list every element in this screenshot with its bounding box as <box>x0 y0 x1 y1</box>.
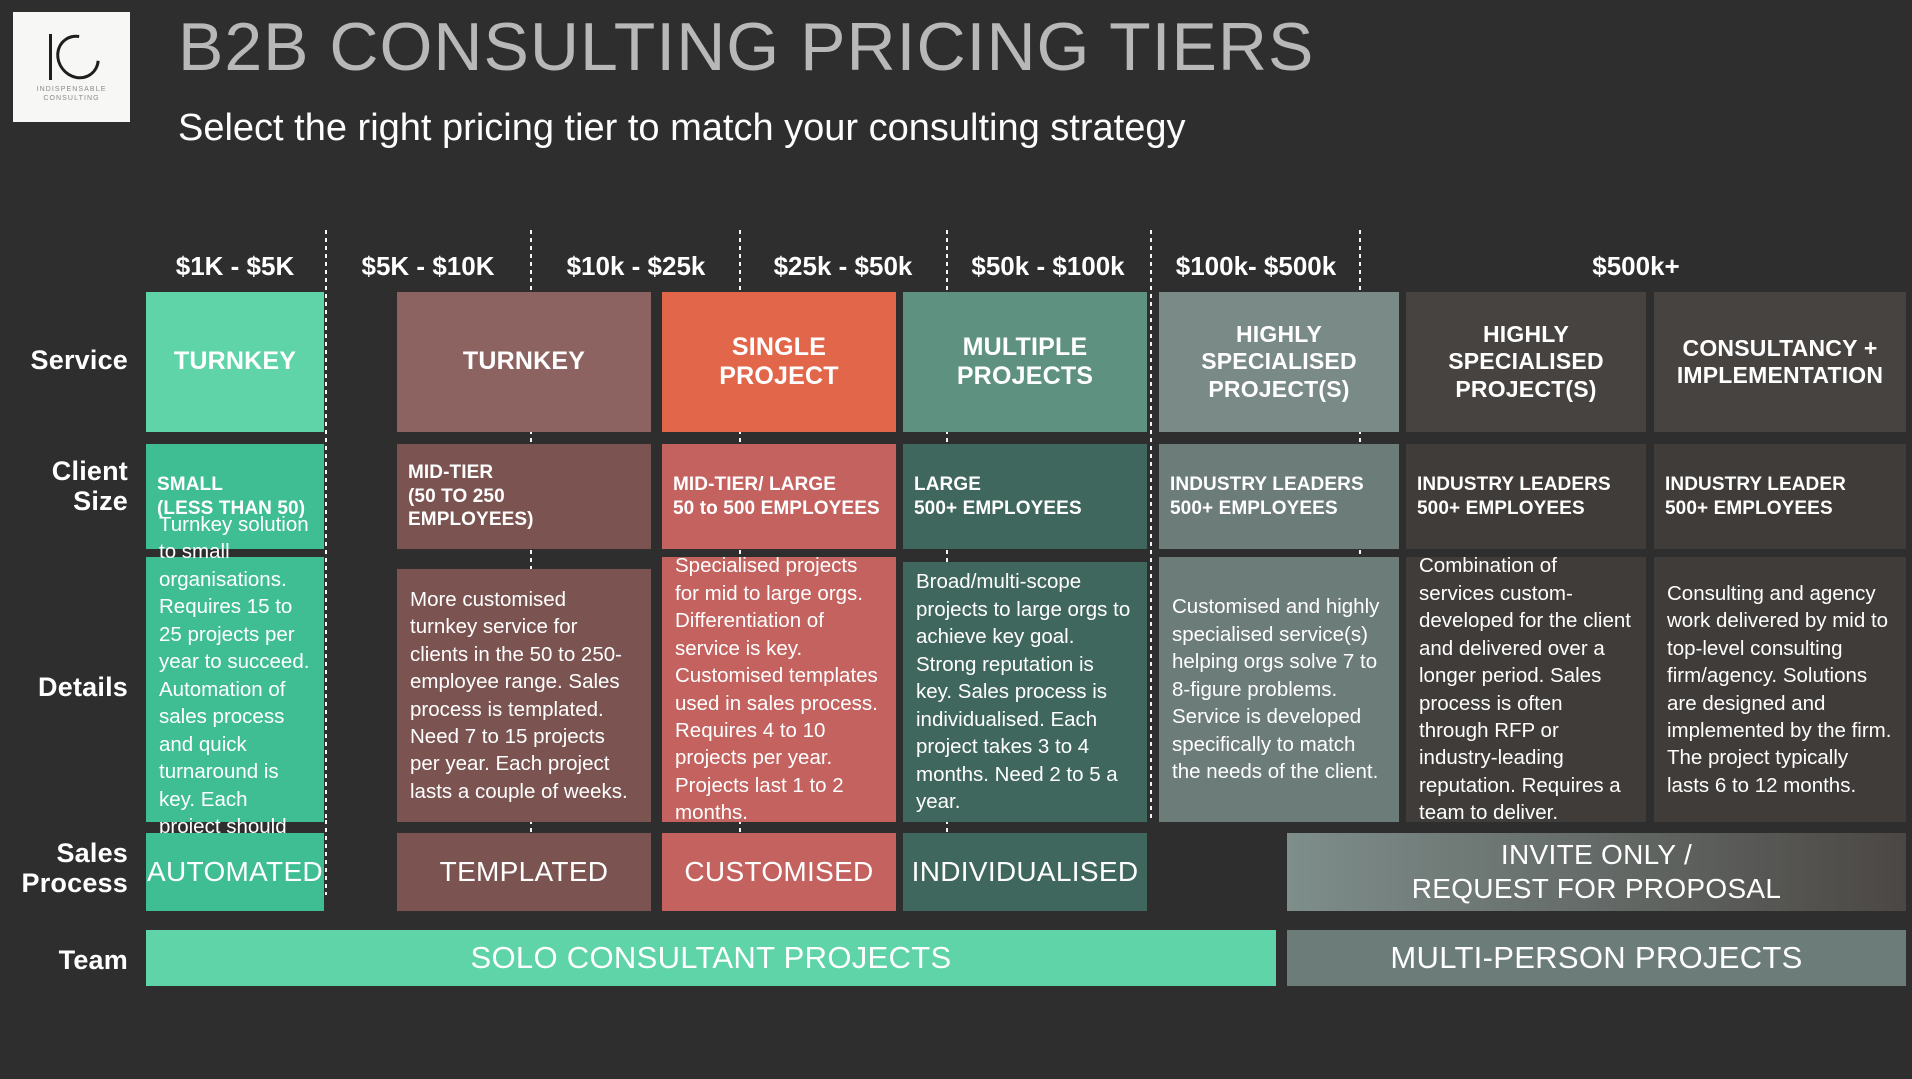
page-title: B2B CONSULTING PRICING TIERS <box>178 9 1315 85</box>
service-cell-5: HIGHLY SPECIALISED PROJECT(S) <box>1159 292 1399 432</box>
price-header-7: $500k+ <box>1592 251 1680 281</box>
price-header-1: $1K - $5K <box>175 251 295 281</box>
column-divider-1 <box>325 230 327 820</box>
service-cell-4: MULTIPLE PROJECTS <box>903 292 1147 432</box>
team-cell-solo: SOLO CONSULTANT PROJECTS <box>146 930 1276 986</box>
service-cell-6: HIGHLY SPECIALISED PROJECT(S) <box>1406 292 1646 432</box>
row-label-team: Team <box>58 945 128 975</box>
invite-line-2: REQUEST FOR PROPOSAL <box>1411 873 1782 904</box>
row-label-client-size-line1: Client <box>51 456 128 486</box>
row-label-service: Service <box>30 345 128 375</box>
client-size-line: SMALL <box>157 473 223 495</box>
sales-process-cell-4: INDIVIDUALISED <box>903 833 1147 911</box>
company-logo: INDISPENSABLE CONSULTING <box>13 12 130 122</box>
details-cell-7: Consulting and agency work delivered by … <box>1654 557 1906 822</box>
logo-line-1: INDISPENSABLE <box>36 86 107 93</box>
service-cell-7: CONSULTANCY + IMPLEMENTATION <box>1654 292 1906 432</box>
details-cell-4: Broad/multi-scope projects to large orgs… <box>903 562 1147 822</box>
sales-process-cell-2: TEMPLATED <box>397 833 651 911</box>
price-header-5: $50k - $100k <box>971 251 1125 281</box>
price-header-6: $100k- $500k <box>1175 251 1337 281</box>
details-cell-6: Combination of services custom-developed… <box>1406 554 1646 824</box>
price-header-3: $10k - $25k <box>566 251 706 281</box>
client-size-line: INDUSTRY LEADERS <box>1170 473 1364 495</box>
client-size-cell-3: MID-TIER/ LARGE 50 to 500 EMPLOYEES <box>662 444 896 549</box>
sales-process-cell-invite-merged: INVITE ONLY / REQUEST FOR PROPOSAL <box>1287 833 1906 911</box>
invite-line-1: INVITE ONLY / <box>1500 839 1693 871</box>
column-divider-5 <box>1150 230 1152 820</box>
logo-line-2: CONSULTING <box>43 95 100 102</box>
price-header-2: $5K - $10K <box>361 251 495 281</box>
row-label-client-size: Client Size <box>0 456 128 516</box>
client-size-line: LARGE <box>914 473 981 495</box>
details-cell-5: Customised and highly specialised servic… <box>1159 557 1399 822</box>
client-size-cell-1: SMALL (LESS THAN 50) <box>146 444 324 549</box>
client-size-cell-5: INDUSTRY LEADERS 500+ EMPLOYEES <box>1159 444 1399 549</box>
details-cell-1: Turnkey solution to small organisations.… <box>146 513 324 866</box>
row-label-client-size-line2: Size <box>73 486 128 517</box>
client-size-line: 500+ EMPLOYEES <box>1665 497 1833 519</box>
price-header-4: $25k - $50k <box>773 251 913 281</box>
client-size-line: (50 TO 250 <box>408 485 505 507</box>
column-divider-1-sales <box>325 820 327 895</box>
client-size-cell-4: LARGE 500+ EMPLOYEES <box>903 444 1147 549</box>
service-cell-3: SINGLE PROJECT <box>662 292 896 432</box>
details-cell-3: Specialised projects for mid to large or… <box>662 554 896 824</box>
row-label-details: Details <box>38 672 128 702</box>
client-size-line: EMPLOYEES) <box>408 509 534 531</box>
service-cell-1: TURNKEY <box>146 292 324 432</box>
client-size-cell-2: MID-TIER (50 TO 250 EMPLOYEES) <box>397 444 651 549</box>
client-size-line: INDUSTRY LEADERS <box>1417 473 1611 495</box>
team-cell-multi: MULTI-PERSON PROJECTS <box>1287 930 1906 986</box>
header: INDISPENSABLE CONSULTING B2B CONSULTING … <box>0 0 1912 180</box>
client-size-line: INDUSTRY LEADER <box>1665 473 1846 495</box>
sales-process-cell-3: CUSTOMISED <box>662 833 896 911</box>
client-size-line: 500+ EMPLOYEES <box>1170 497 1338 519</box>
client-size-line: 50 to 500 EMPLOYEES <box>673 497 880 519</box>
client-size-line: 500+ EMPLOYEES <box>1417 497 1585 519</box>
row-label-sales-process-line2: Process <box>21 868 128 899</box>
client-size-line: 500+ EMPLOYEES <box>914 497 1082 519</box>
row-label-sales-process-line1: Sales <box>56 838 128 868</box>
ic-monogram-icon <box>41 25 109 89</box>
sales-process-cell-1: AUTOMATED <box>146 833 324 911</box>
client-size-cell-7: INDUSTRY LEADER 500+ EMPLOYEES <box>1654 444 1906 549</box>
details-cell-2: More customised turnkey service for clie… <box>397 569 651 822</box>
client-size-line: MID-TIER/ LARGE <box>673 473 836 495</box>
client-size-cell-6: INDUSTRY LEADERS 500+ EMPLOYEES <box>1406 444 1646 549</box>
client-size-line: MID-TIER <box>408 461 494 483</box>
service-cell-2: TURNKEY <box>397 292 651 432</box>
page-subtitle: Select the right pricing tier to match y… <box>178 107 1186 149</box>
row-label-sales-process: Sales Process <box>0 838 128 898</box>
client-size-line: (LESS THAN 50) <box>157 497 306 519</box>
